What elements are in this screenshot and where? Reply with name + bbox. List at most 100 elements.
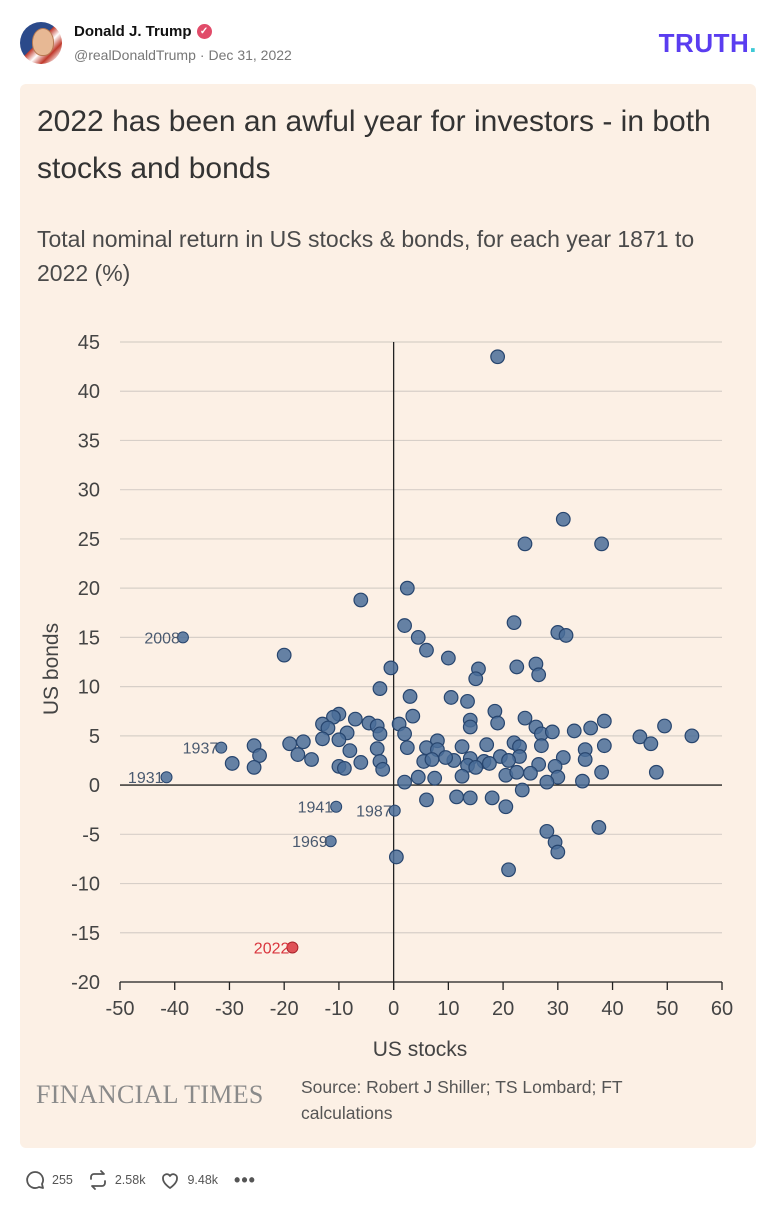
post-image-card[interactable]: 2022 has been an awful year for investor… <box>20 84 756 1148</box>
scatter-point <box>276 647 292 663</box>
scatter-point <box>594 764 609 780</box>
chart-source: Source: Robert J Shiller; TS Lombard; FT… <box>301 1077 623 1123</box>
scatter-point <box>539 774 555 790</box>
reply-icon <box>26 1171 44 1189</box>
data-points <box>160 349 700 954</box>
author-name[interactable]: Donald J. Trump <box>74 23 192 40</box>
scatter-point <box>594 536 609 552</box>
scatter-point <box>583 720 599 736</box>
scatter-point <box>643 736 659 752</box>
scatter-point <box>424 752 440 767</box>
labeled-point <box>215 741 228 754</box>
post-header: Donald J. Trump ✓ @realDonaldTrump · Dec 3… <box>0 0 777 84</box>
scatter-point <box>454 739 470 755</box>
scatter-point <box>539 823 555 839</box>
scatter-point <box>490 715 506 731</box>
labeled-point <box>330 800 343 813</box>
post-meta: @realDonaldTrump · Dec 31, 2022 <box>74 47 292 63</box>
scatter-point <box>290 747 306 762</box>
financial-times-logo: FINANCIAL TIMES <box>36 1080 264 1109</box>
scatter-point <box>375 761 391 777</box>
reply-count: 255 <box>52 1173 73 1187</box>
labeled-point <box>176 631 189 644</box>
scatter-point <box>534 738 549 754</box>
scatter-point <box>498 799 514 815</box>
scatter-point <box>490 349 506 365</box>
x-tick-label: -10 <box>324 998 353 1020</box>
scatter-point <box>347 711 363 727</box>
scatter-point <box>657 718 672 734</box>
scatter-point <box>648 764 664 780</box>
scatter-point <box>438 750 454 765</box>
scatter-point <box>596 713 612 729</box>
post-date[interactable]: Dec 31, 2022 <box>208 47 292 63</box>
avatar[interactable] <box>20 22 62 64</box>
point-label: 1931 <box>128 770 164 787</box>
scatter-point <box>397 618 412 633</box>
y-tick-label: 30 <box>78 480 100 502</box>
scatter-point <box>443 690 459 705</box>
scatter-point <box>468 671 484 687</box>
x-tick-label: -20 <box>270 998 299 1020</box>
scatter-point <box>555 511 571 527</box>
truth-logo[interactable]: TRUTH. <box>658 28 757 58</box>
scatter-point <box>336 760 352 776</box>
scatter-point <box>501 753 516 768</box>
scatter-point <box>388 849 404 865</box>
retruth-button[interactable]: 2.58k <box>87 1169 145 1191</box>
verified-badge-icon: ✓ <box>196 24 212 39</box>
like-button[interactable]: 9.48k <box>159 1169 218 1191</box>
scatter-point <box>410 629 426 645</box>
labeled-point <box>388 804 401 817</box>
scatter-point <box>454 768 470 784</box>
y-tick-label: 15 <box>78 627 100 649</box>
scatter-point <box>575 773 590 789</box>
scatter-point <box>632 729 648 745</box>
scatter-point <box>558 628 574 643</box>
axes <box>119 342 723 990</box>
heart-icon <box>162 1173 179 1189</box>
reply-button[interactable]: 255 <box>24 1169 73 1191</box>
y-tick-label: 10 <box>78 677 100 699</box>
scatter-point <box>596 738 612 754</box>
grid-lines <box>120 341 722 983</box>
scatter-point <box>517 710 533 726</box>
point-labels: 2008 1937 1931 1941 1987 1969 2022 <box>128 630 392 957</box>
x-tick-label: 10 <box>437 998 459 1020</box>
y-tick-label: 5 <box>89 726 100 748</box>
scatter-point <box>331 732 347 748</box>
y-tick-label: 20 <box>78 578 100 600</box>
y-tick-label: -10 <box>71 874 100 896</box>
post-actions: 255 2.58k 9.48k ••• <box>24 1166 256 1194</box>
scatter-point <box>517 536 533 552</box>
x-tick-label: -30 <box>215 998 244 1020</box>
chart-subtitle: Total nominal return in US stocks & bond… <box>37 226 695 286</box>
scatter-point <box>399 580 415 596</box>
scatter-point <box>482 756 497 771</box>
scatter-point <box>353 755 369 770</box>
x-tick-label: 60 <box>711 998 733 1020</box>
scatter-point <box>684 728 700 744</box>
scatter-point <box>462 719 478 735</box>
point-label: 2008 <box>144 630 180 647</box>
author-handle[interactable]: @realDonaldTrump <box>74 47 196 63</box>
chart-title: 2022 has been an awful year for investor… <box>37 105 711 185</box>
scatter-point <box>315 731 330 747</box>
x-tick-label: 0 <box>388 998 399 1020</box>
scatter-point <box>224 756 240 771</box>
y-tick-label: -20 <box>71 972 100 994</box>
scatter-point <box>577 752 593 767</box>
scatter-point <box>509 659 525 675</box>
scatter-point <box>397 774 412 790</box>
scatter-point <box>252 748 267 763</box>
scatter-point <box>501 862 516 878</box>
labeled-point <box>324 835 337 848</box>
author-name-row[interactable]: Donald J. Trump ✓ <box>74 23 212 40</box>
scatter-point <box>372 726 388 742</box>
x-tick-label: -50 <box>106 998 135 1020</box>
labeled-point <box>160 771 173 784</box>
y-tick-labels: -20 -15 -10 -5 0 5 10 15 20 25 30 35 40 45 <box>71 332 100 994</box>
more-options-icon[interactable]: ••• <box>234 1169 256 1190</box>
scatter-point <box>419 642 434 658</box>
scatter-point <box>304 752 319 767</box>
